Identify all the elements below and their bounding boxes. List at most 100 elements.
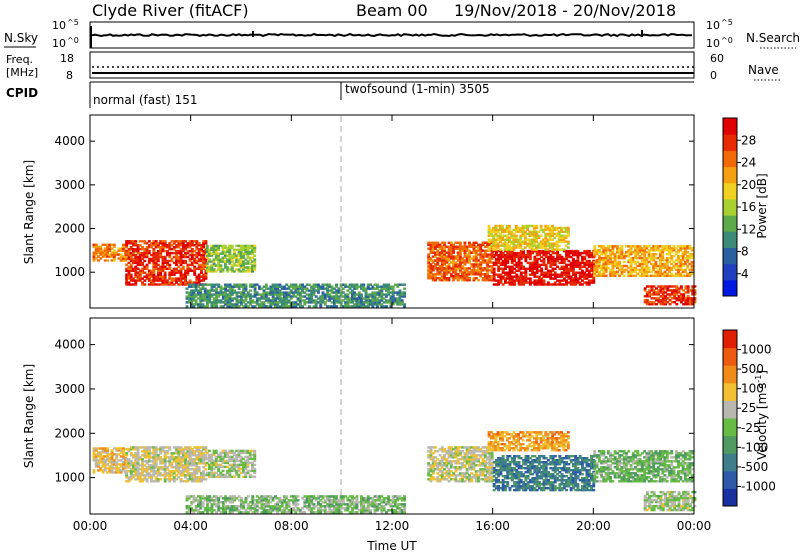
echo-cell — [228, 469, 232, 473]
echo-cell — [186, 251, 190, 255]
echo-cell — [280, 297, 284, 300]
echo-cell — [683, 249, 687, 252]
echo-cell — [517, 283, 521, 286]
echo-cell — [232, 270, 236, 273]
echo-cell — [138, 257, 142, 261]
echo-cell — [474, 269, 478, 272]
echo-cell — [434, 263, 437, 266]
echo-cell — [154, 462, 158, 465]
echo-cell — [443, 241, 446, 244]
echo-cell — [172, 283, 176, 286]
echo-cell — [400, 301, 404, 304]
echo-cell — [92, 447, 96, 450]
echo-cell — [246, 266, 250, 269]
echo-cell — [535, 265, 539, 268]
echo-cell — [143, 452, 147, 455]
echo-cell — [262, 293, 266, 296]
echo-cell — [681, 251, 685, 254]
echo-cell — [175, 263, 178, 267]
echo-cell — [223, 246, 227, 250]
echo-cell — [190, 464, 194, 467]
echo-cell — [152, 480, 156, 483]
echo-cell — [163, 478, 167, 481]
echo-cell — [532, 226, 536, 230]
echo-cell — [145, 452, 149, 455]
echo-cell — [659, 254, 662, 258]
echo-cell — [134, 279, 138, 282]
echo-cell — [472, 454, 476, 457]
echo-cell — [136, 470, 140, 473]
echo-cell — [179, 470, 183, 473]
echo-cell — [398, 293, 402, 296]
echo-cell — [197, 448, 201, 451]
echo-cell — [496, 246, 500, 249]
echo-cell — [506, 253, 510, 257]
echo-cell — [150, 283, 153, 286]
echo-cell — [487, 240, 491, 243]
echo-cell — [693, 291, 697, 294]
echo-cell — [217, 262, 220, 265]
echo-cell — [166, 244, 169, 247]
echo-cell — [166, 460, 169, 463]
echo-cell — [188, 263, 192, 267]
echo-cell — [226, 301, 230, 304]
echo-cell — [519, 246, 523, 249]
echo-cell — [519, 273, 523, 276]
echo-cell — [125, 240, 129, 243]
echo-cell — [517, 242, 520, 245]
echo-cell — [526, 228, 529, 232]
echo-cell — [202, 454, 206, 457]
echo-cell — [546, 248, 550, 251]
echo-cell — [674, 268, 678, 272]
echo-cell — [129, 446, 133, 449]
echo-cell — [94, 253, 98, 256]
echo-cell — [285, 283, 289, 286]
echo-cell — [195, 466, 199, 469]
echo-cell — [665, 249, 669, 252]
echo-cell — [454, 269, 458, 272]
echo-cell — [264, 283, 268, 286]
echo-cell — [506, 275, 510, 278]
echo-cell — [141, 470, 144, 473]
echo-cell — [188, 249, 192, 253]
echo-cell — [558, 283, 562, 286]
echo-cell — [348, 283, 352, 286]
echo-cell — [447, 480, 451, 483]
echo-cell — [443, 464, 446, 467]
echo-cell — [181, 460, 185, 463]
echo-cell — [154, 255, 158, 259]
echo-cell — [587, 259, 591, 263]
echo-cell — [454, 468, 458, 471]
echo-cell — [396, 303, 400, 306]
echo-cell — [278, 297, 282, 300]
echo-cell — [556, 275, 559, 278]
echo-cell — [517, 251, 521, 255]
echo-cell — [508, 275, 512, 278]
echo-cell — [184, 460, 187, 463]
echo-cell — [647, 251, 651, 254]
echo-cell — [208, 459, 211, 463]
echo-cell — [551, 255, 555, 259]
echo-cell — [517, 244, 520, 247]
echo-cell — [125, 470, 129, 473]
echo-cell — [474, 474, 478, 477]
echo-cell — [447, 271, 451, 274]
echo-cell — [602, 272, 606, 275]
echo-cell — [312, 285, 316, 288]
echo-cell — [449, 466, 453, 469]
echo-cell — [175, 452, 178, 455]
echo-cell — [219, 473, 223, 476]
echo-cell — [396, 301, 400, 304]
echo-cell — [479, 470, 483, 473]
echo-cell — [307, 299, 311, 302]
echo-cell — [486, 265, 489, 268]
echo-cell — [195, 454, 199, 457]
echo-cell — [544, 234, 548, 237]
echo-cell — [292, 287, 295, 290]
echo-cell — [677, 260, 680, 264]
echo-cell — [145, 466, 149, 469]
echo-cell — [97, 259, 100, 262]
echo-cell — [477, 273, 480, 276]
echo-cell — [679, 297, 683, 300]
echo-cell — [613, 264, 617, 268]
